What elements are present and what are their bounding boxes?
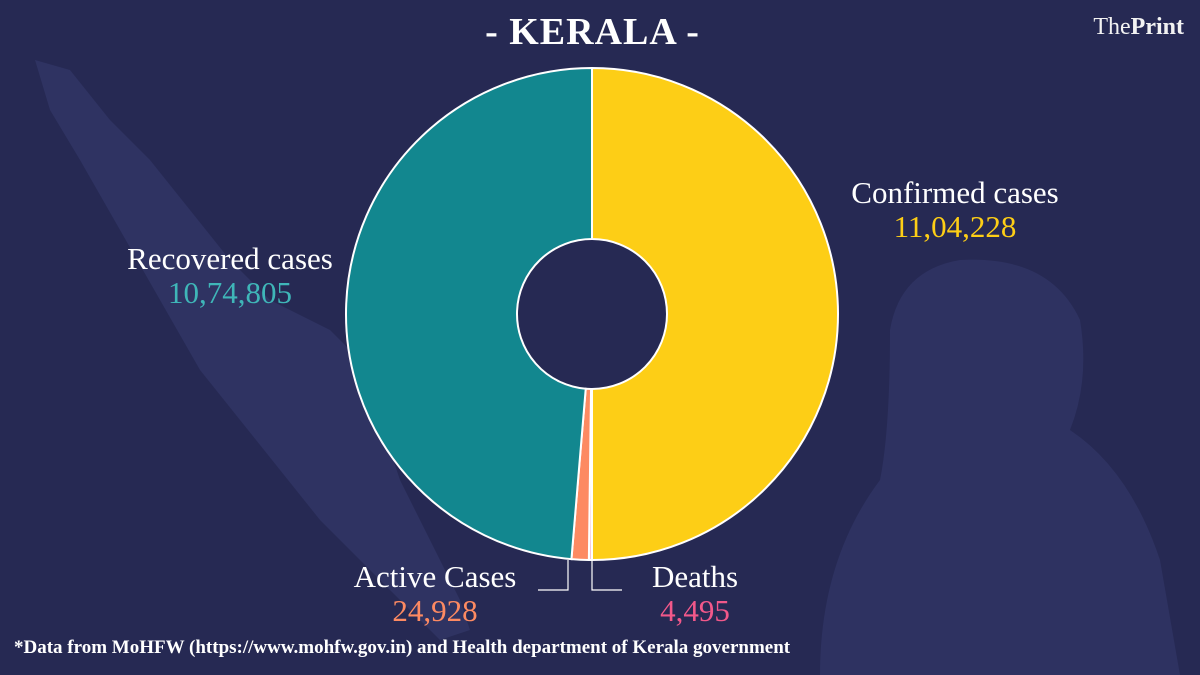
label-active-value: 24,928 [392,593,478,628]
label-active: Active Cases 24,928 [330,560,540,628]
label-confirmed-value: 11,04,228 [893,209,1017,244]
label-deaths-name: Deaths [651,559,739,594]
label-active-name: Active Cases [353,559,517,594]
active-leader-line [538,560,569,591]
donut-slice-recovered-cases [345,66,593,561]
label-recovered-value: 10,74,805 [168,275,292,310]
label-deaths: Deaths 4,495 [630,560,760,628]
label-confirmed-name: Confirmed cases [851,175,1059,210]
source-footnote: *Data from MoHFW (https://www.mohfw.gov.… [14,637,791,658]
label-confirmed: Confirmed cases 11,04,228 [820,176,1090,244]
label-recovered-name: Recovered cases [127,241,333,276]
donut-slice-confirmed-cases [591,66,839,562]
theprint-logo: ThePrint [1093,14,1184,40]
chart-title: - KERALA - [485,11,700,53]
label-recovered: Recovered cases 10,74,805 [100,242,360,310]
deaths-leader-line [591,560,622,591]
label-deaths-value: 4,495 [660,593,730,628]
